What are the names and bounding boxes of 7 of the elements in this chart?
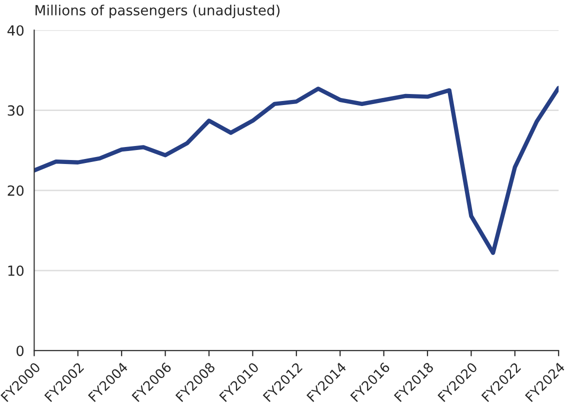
line-series xyxy=(34,86,559,255)
y-tick-label: 40 xyxy=(7,25,24,36)
chart-title: Millions of passengers (unadjusted) xyxy=(36,4,280,18)
y-tick-label: 10 xyxy=(8,265,24,276)
y-tick-label: 20 xyxy=(8,185,24,196)
y-tick-label: 30 xyxy=(8,105,24,116)
y-tick-label: 0 xyxy=(16,346,24,356)
